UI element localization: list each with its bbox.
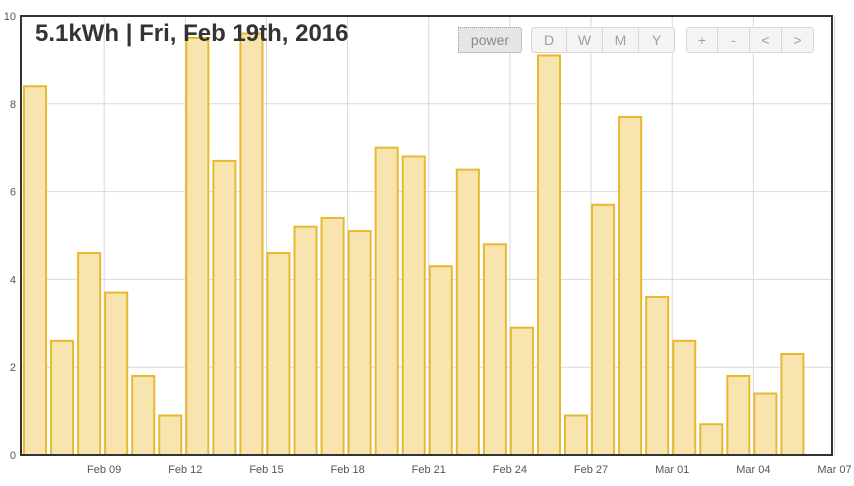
bar-feb-21[interactable] [428,265,453,457]
bar-feb-26[interactable] [564,414,589,456]
bar-feb-16[interactable] [293,225,318,456]
range-week-button[interactable]: W [567,27,603,53]
bar-mar-04[interactable] [753,392,778,457]
nav-button-group: + - < > [686,27,814,53]
bar-feb-07[interactable] [50,339,75,456]
x-tick-label: Feb 09 [87,464,121,476]
chart-title: 5.1kWh | Fri, Feb 19th, 2016 [35,20,349,47]
bar-feb-17[interactable] [320,216,345,456]
bar-feb-15[interactable] [266,252,291,456]
bar-feb-28[interactable] [618,115,643,456]
bar-feb-27[interactable] [591,203,616,456]
bar-mar-02[interactable] [699,423,724,456]
bar-feb-20[interactable] [401,155,426,456]
previous-button[interactable]: < [750,27,782,53]
bar-feb-18[interactable] [347,230,372,456]
x-tick-label: Feb 21 [412,464,446,476]
bar-feb-24[interactable] [509,326,534,456]
bar-mar-01[interactable] [672,339,697,456]
zoom-out-button[interactable]: - [718,27,750,53]
zoom-in-button[interactable]: + [686,27,718,53]
y-tick-label: 8 [10,99,16,111]
y-tick-label: 0 [10,450,16,462]
bar-feb-10[interactable] [131,374,156,457]
bar-feb-11[interactable] [158,414,183,456]
bar-feb-08[interactable] [77,252,102,456]
x-axis-labels: Feb 09 Feb 12 Feb 15 Feb 18 Feb 21 Feb 24 Feb … [87,464,852,476]
bar-feb-22[interactable] [455,168,480,456]
x-tick-label: Mar 07 [817,464,851,476]
range-month-button[interactable]: M [603,27,639,53]
power-button[interactable]: power [458,27,522,53]
x-tick-label: Feb 27 [574,464,608,476]
bar-feb-19[interactable] [374,146,399,456]
x-tick-label: Mar 01 [655,464,689,476]
bar-feb-09[interactable] [104,291,129,456]
bar-feb-29[interactable] [645,295,670,456]
y-tick-label: 10 [4,11,16,23]
bar-feb-14[interactable] [239,32,264,457]
x-tick-label: Feb 24 [493,464,527,476]
x-tick-label: Feb 12 [168,464,202,476]
x-tick-label: Feb 18 [330,464,364,476]
y-tick-label: 2 [10,362,16,374]
bar-feb-13[interactable] [212,159,237,456]
range-day-button[interactable]: D [531,27,567,53]
x-tick-label: Mar 04 [736,464,770,476]
y-axis-labels: 0 2 4 6 8 10 [4,11,16,462]
plot-frame [20,15,833,456]
range-button-group: D W M Y [531,27,675,53]
bar-mar-05[interactable] [780,353,805,456]
y-tick-label: 6 [10,187,16,199]
next-button[interactable]: > [782,27,814,53]
x-tick-label: Feb 15 [249,464,283,476]
bar-feb-12[interactable] [185,36,210,456]
bars [23,32,805,457]
bar-feb-23[interactable] [482,243,507,456]
bar-mar-03[interactable] [726,374,751,457]
range-year-button[interactable]: Y [639,27,675,53]
bar-feb-06[interactable] [23,85,48,457]
type-button-group: power [458,27,522,53]
bar-feb-25[interactable] [536,54,562,456]
y-tick-label: 4 [10,274,16,286]
